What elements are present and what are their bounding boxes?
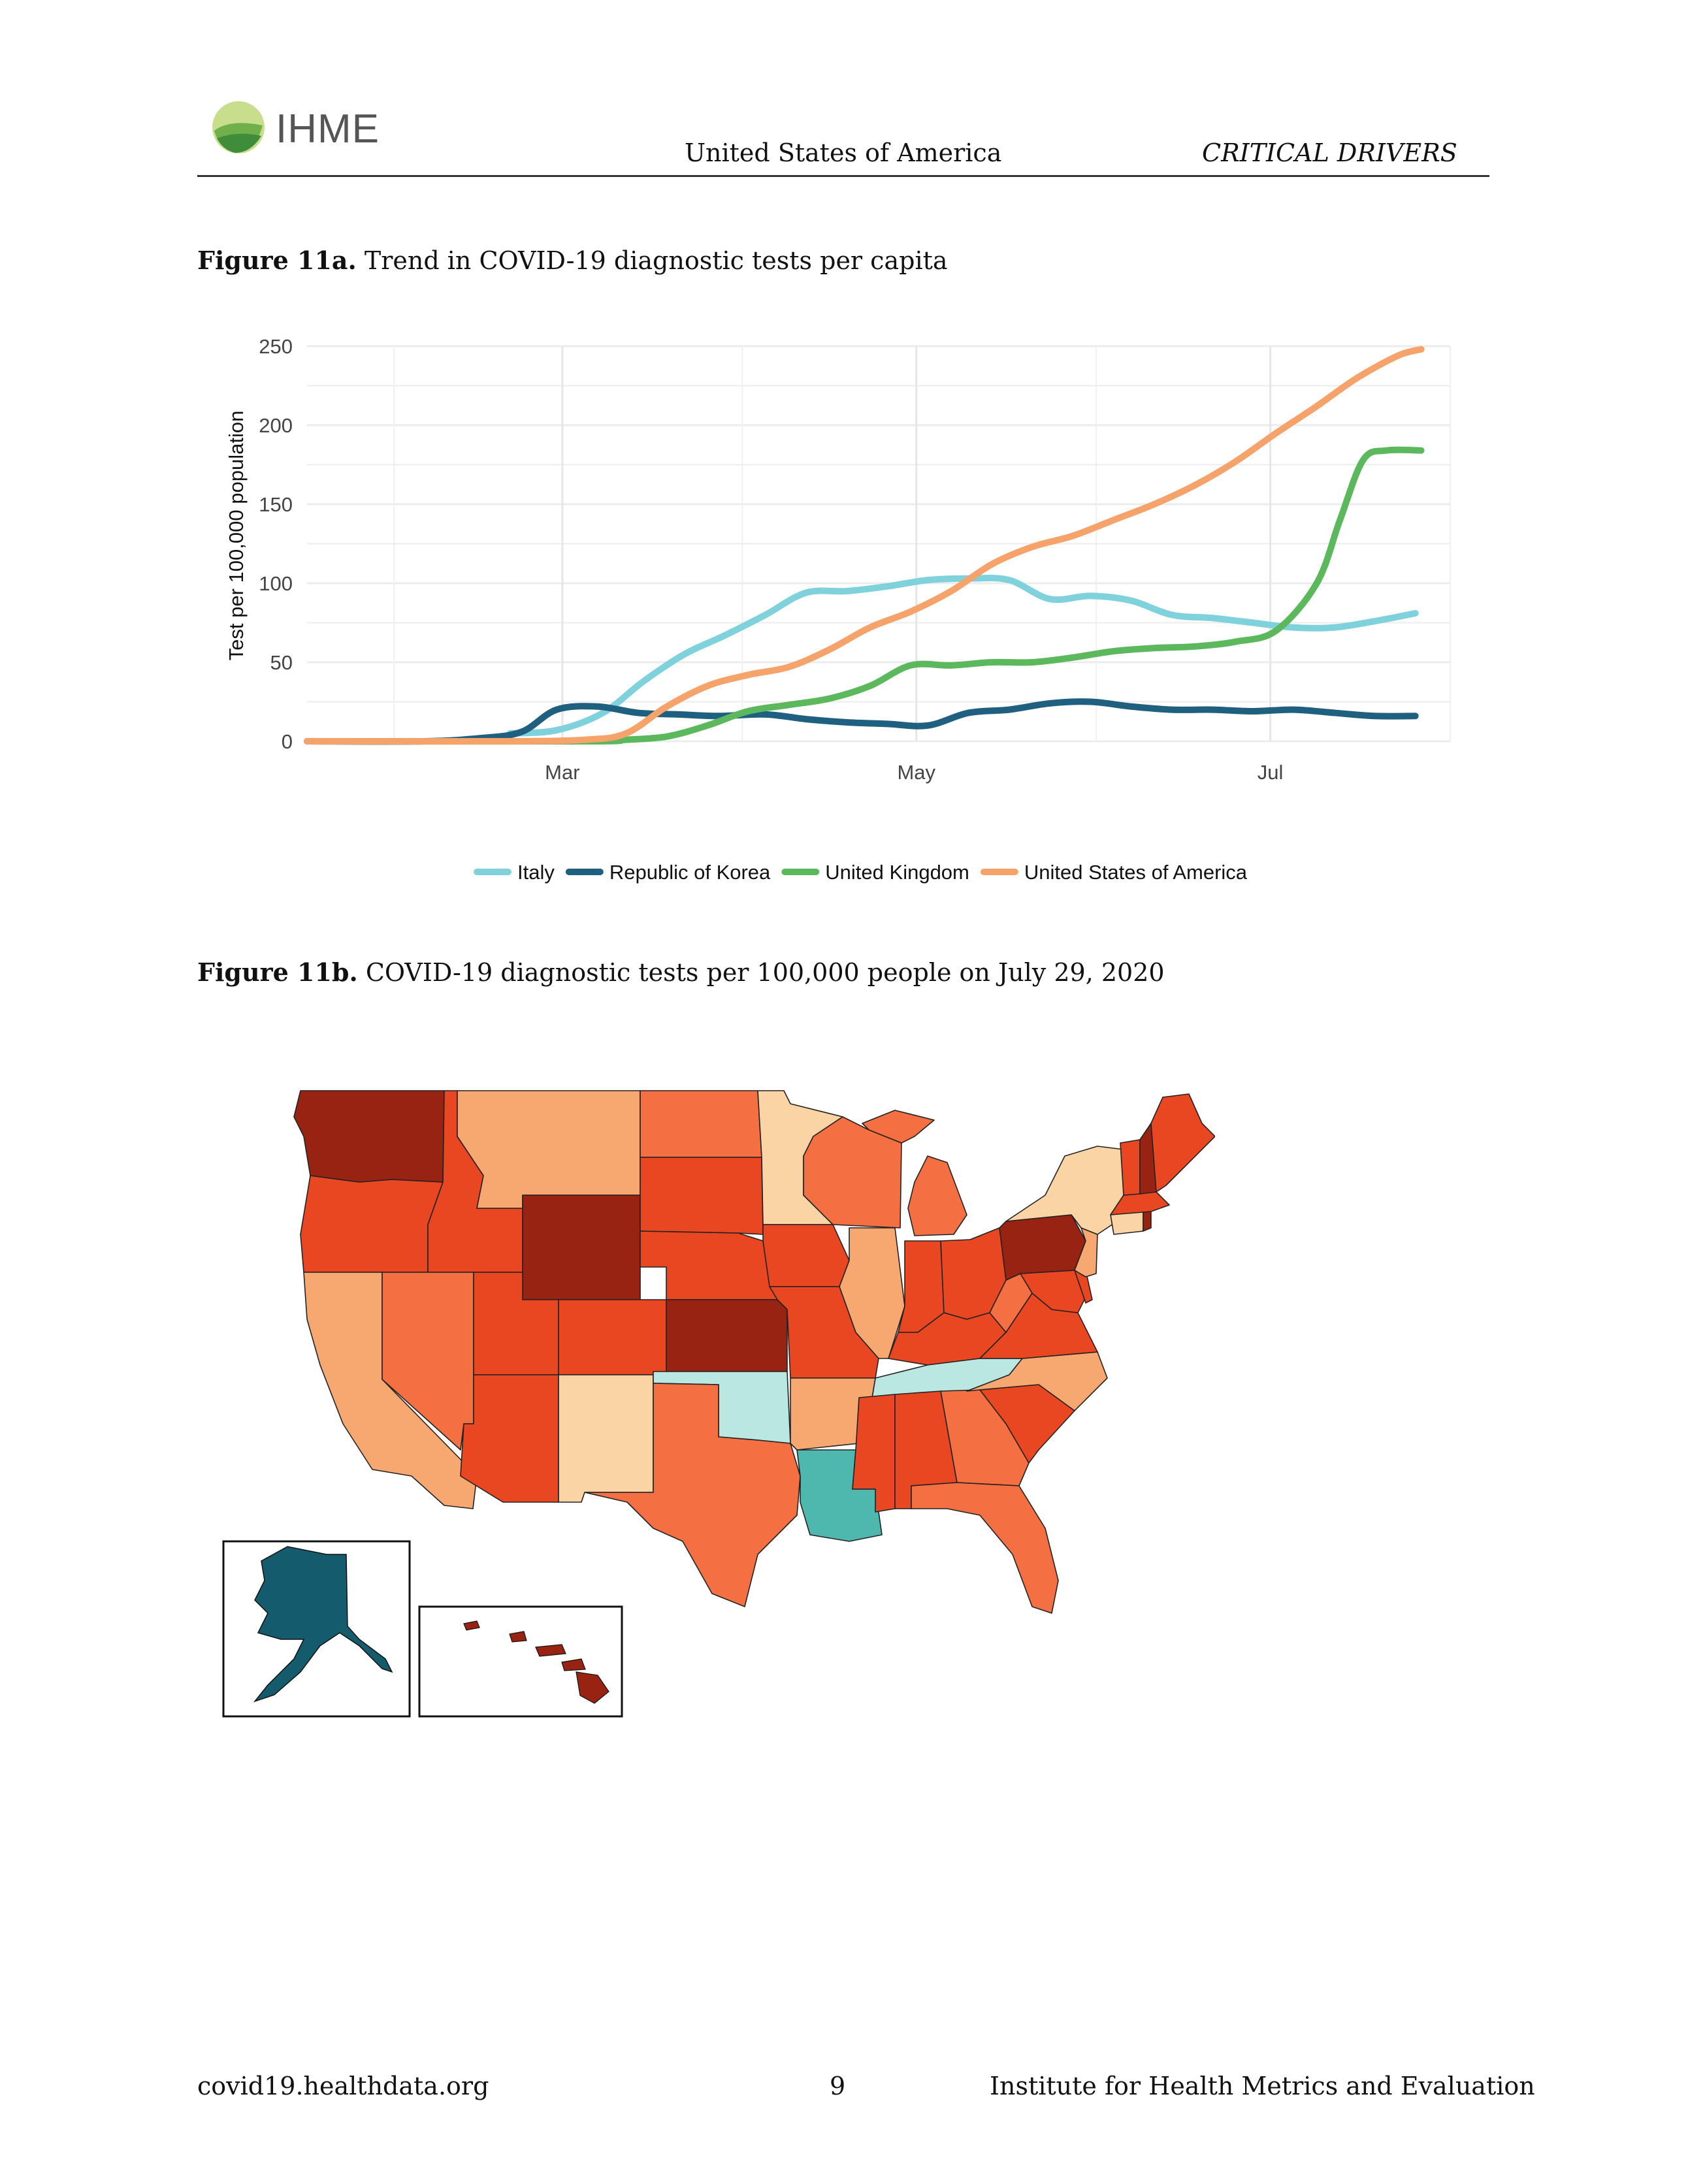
state-alaska xyxy=(253,1546,393,1703)
header-country: United States of America xyxy=(685,138,1002,167)
y-tick-label: 100 xyxy=(259,572,293,595)
hawaii-inset-frame xyxy=(418,1605,623,1718)
state-hawaii xyxy=(463,1620,609,1704)
x-tick-label: May xyxy=(897,761,935,784)
leaf-logo-icon xyxy=(212,101,265,153)
series-line-italy xyxy=(506,574,1419,737)
state-arizona xyxy=(460,1374,559,1503)
state-iowa xyxy=(762,1224,850,1287)
alaska-inset-frame xyxy=(222,1540,411,1718)
legend-label: United Kingdom xyxy=(825,861,969,884)
footer-url: covid19.healthdata.org xyxy=(197,2072,489,2100)
state-north-carolina xyxy=(966,1351,1108,1411)
y-tick-label: 200 xyxy=(259,414,293,437)
state-pennsylvania xyxy=(999,1214,1086,1281)
state-illinois xyxy=(839,1227,905,1359)
state-new-mexico xyxy=(558,1374,654,1503)
legend-item: Republic of Korea xyxy=(565,861,771,884)
legend-label: United States of America xyxy=(1024,861,1248,884)
legend-label: Italy xyxy=(517,861,555,884)
state-colorado xyxy=(558,1299,667,1375)
figure-11a-caption: Figure 11a. Trend in COVID-19 diagnostic… xyxy=(197,246,948,275)
line-chart: 0 50 100 150 200 250 Mar May Jul Test per 100,0… xyxy=(225,335,1451,884)
state-north-dakota xyxy=(640,1090,762,1158)
figure-11b-label: Figure 11b. xyxy=(197,957,358,987)
header-rule xyxy=(197,175,1489,177)
state-connecticut xyxy=(1110,1211,1144,1235)
y-tick-label: 150 xyxy=(259,493,293,516)
series-line-united-states-of-america xyxy=(304,345,1425,745)
state-washington xyxy=(293,1090,445,1183)
x-tick-label: Mar xyxy=(545,761,579,784)
logo-text: IHME xyxy=(276,106,380,152)
state-vermont xyxy=(1120,1139,1141,1196)
state-south-dakota xyxy=(640,1157,764,1235)
y-axis-label: Test per 100,000 population xyxy=(225,411,248,661)
figure-11a-title: Trend in COVID-19 diagnostic tests per c… xyxy=(364,246,948,275)
figure-11a-label: Figure 11a. xyxy=(197,246,357,275)
state-rhode-island xyxy=(1143,1211,1152,1232)
state-maine xyxy=(1150,1093,1215,1193)
state-kansas xyxy=(666,1299,788,1372)
series-line-republic-of-korea xyxy=(304,698,1419,745)
legend-item: Italy xyxy=(474,861,555,884)
state-texas xyxy=(584,1383,801,1607)
series-line-united-kingdom xyxy=(304,446,1425,745)
state-wyoming xyxy=(522,1195,641,1300)
page-number: 9 xyxy=(830,2072,846,2100)
figure-11b-caption: Figure 11b. COVID-19 diagnostic tests pe… xyxy=(197,957,1165,987)
legend-item: United States of America xyxy=(980,861,1248,884)
state-michigan-up xyxy=(862,1110,935,1144)
y-tick-label: 0 xyxy=(282,730,293,753)
state-montana xyxy=(457,1090,641,1209)
state-florida xyxy=(911,1482,1059,1614)
state-michigan xyxy=(907,1155,967,1236)
y-tick-label: 250 xyxy=(259,335,293,358)
us-choropleth-map: <150150 to 210210 to 270270 to 330330 to… xyxy=(222,1090,1215,1718)
ihme-logo: IHME xyxy=(210,99,406,158)
y-tick-label: 50 xyxy=(270,651,293,674)
legend-label: Republic of Korea xyxy=(609,861,771,884)
figure-11b-title: COVID-19 diagnostic tests per 100,000 pe… xyxy=(365,958,1165,987)
state-oregon xyxy=(300,1175,444,1273)
x-tick-label: Jul xyxy=(1258,761,1284,784)
header-section: CRITICAL DRIVERS xyxy=(1202,138,1457,167)
legend-item: United Kingdom xyxy=(781,861,969,884)
state-nebraska xyxy=(640,1230,778,1300)
footer-institute: Institute for Health Metrics and Evaluat… xyxy=(990,2072,1535,2100)
